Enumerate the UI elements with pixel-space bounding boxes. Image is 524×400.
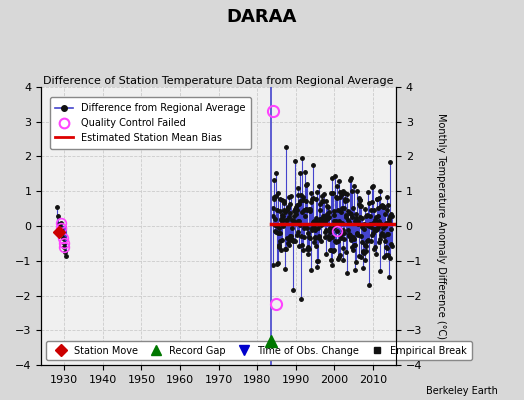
Text: Berkeley Earth: Berkeley Earth [426, 386, 498, 396]
Text: DARAA: DARAA [227, 8, 297, 26]
Y-axis label: Monthly Temperature Anomaly Difference (°C): Monthly Temperature Anomaly Difference (… [436, 113, 446, 339]
Legend: Station Move, Record Gap, Time of Obs. Change, Empirical Break: Station Move, Record Gap, Time of Obs. C… [46, 341, 472, 360]
Title: Difference of Station Temperature Data from Regional Average: Difference of Station Temperature Data f… [43, 76, 394, 86]
